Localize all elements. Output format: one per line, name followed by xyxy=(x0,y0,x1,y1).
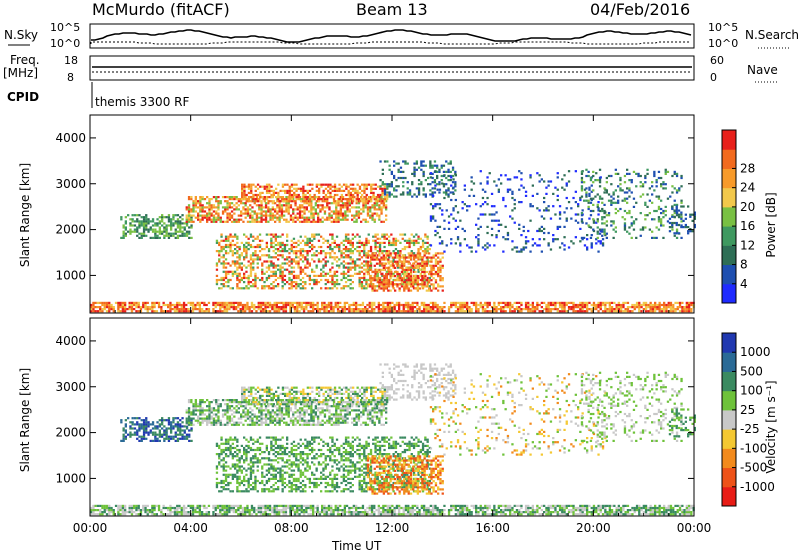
freq-tick-bottom: 8 xyxy=(67,71,74,84)
velocity-colorbar-label-6: -500 xyxy=(740,461,767,475)
velocity-colorbar-segment xyxy=(722,486,736,507)
nsearch-tick-top: 10^5 xyxy=(708,21,739,34)
power-colorbar-label-2: 12 xyxy=(740,238,755,252)
power-colorbar-segment xyxy=(722,226,736,246)
nsky-label: N.Sky xyxy=(4,28,39,42)
cpid-label: CPID xyxy=(7,90,40,104)
velocity-colorbar-label-3: 25 xyxy=(740,403,755,417)
power-ylabel: Slant Range [km] xyxy=(18,162,32,268)
velocity-colorbar-label-4: -25 xyxy=(740,422,760,436)
velocity-ytick-label-0: 1000 xyxy=(55,471,86,485)
freq-unit-label: [MHz] xyxy=(3,66,39,80)
power-heatmap-cells xyxy=(90,160,696,313)
velocity-colorbar-segment xyxy=(722,352,736,372)
velocity-colorbar-label-1: 500 xyxy=(740,364,763,378)
xtick-label-1: 04:00 xyxy=(173,521,208,535)
velocity-ytick-label-1: 2000 xyxy=(55,426,86,440)
power-colorbar-segment xyxy=(722,264,736,285)
xtick-label-6: 00:00 xyxy=(677,521,712,535)
cpid-value: themis 3300 RF xyxy=(95,95,190,109)
velocity-colorbar-segment xyxy=(722,371,736,392)
power-colorbar-label-4: 20 xyxy=(740,200,755,214)
velocity-colorbar-frame xyxy=(721,332,737,507)
nsearch-label: N.Search xyxy=(745,28,800,42)
power-colorbar-segment xyxy=(722,187,736,208)
nave-label: Nave xyxy=(747,63,778,77)
xtick-label-0: 00:00 xyxy=(73,521,108,535)
xtick-label-2: 08:00 xyxy=(274,521,309,535)
velocity-colorbar-label: Velocity [m s⁻¹] xyxy=(764,380,778,474)
power-colorbar-label-3: 16 xyxy=(740,219,755,233)
power-colorbar-segment xyxy=(722,206,736,227)
freq-label: Freq. xyxy=(10,53,40,67)
nsearch-tick-bottom: 10^0 xyxy=(708,37,739,50)
velocity-colorbar-segment xyxy=(722,429,736,449)
power-colorbar-segment xyxy=(722,130,736,150)
nsearch-trace xyxy=(90,41,691,45)
velocity-colorbar-segment xyxy=(722,448,736,469)
xtick-label-4: 16:00 xyxy=(475,521,510,535)
velocity-ytick-label-3: 4000 xyxy=(55,334,86,348)
power-colorbar-segment xyxy=(722,168,736,189)
freq-tick-top: 18 xyxy=(64,54,78,67)
velocity-colorbar-segment xyxy=(722,467,736,488)
nsky-trace xyxy=(91,29,692,43)
xlabel: Time UT xyxy=(332,539,382,553)
power-colorbar-segment xyxy=(722,283,736,304)
date-title: 04/Feb/2016 xyxy=(590,0,691,19)
velocity-colorbar-segment xyxy=(722,333,736,353)
power-ytick-label-2: 3000 xyxy=(55,177,86,191)
power-colorbar-label: Power [dB] xyxy=(764,192,778,258)
power-colorbar-segment xyxy=(722,245,736,266)
velocity-colorbar-segment xyxy=(722,409,736,430)
nsky-tick-bottom: 10^0 xyxy=(50,37,81,50)
freq-panel xyxy=(89,55,695,81)
power-plot-bg xyxy=(90,115,694,313)
power-colorbar-frame xyxy=(721,129,737,304)
nsky-tick-top: 10^5 xyxy=(50,21,81,34)
power-colorbar-segment xyxy=(722,149,736,169)
nave-tick-bottom: 0 xyxy=(710,71,717,84)
velocity-colorbar-label-2: 100 xyxy=(740,384,763,398)
station-title: McMurdo (fitACF) xyxy=(92,0,230,19)
power-ytick-label-1: 2000 xyxy=(55,223,86,237)
velocity-ylabel: Slant Range [km] xyxy=(18,367,32,473)
nave-tick-top: 60 xyxy=(710,54,724,67)
beam-title: Beam 13 xyxy=(356,0,428,19)
velocity-colorbar-label-7: -1000 xyxy=(740,480,775,494)
xtick-label-3: 12:00 xyxy=(375,521,410,535)
power-ytick-label-0: 1000 xyxy=(55,268,86,282)
velocity-plot-bg xyxy=(90,318,694,516)
power-colorbar-label-0: 4 xyxy=(740,277,748,291)
power-ytick-label-3: 4000 xyxy=(55,131,86,145)
power-colorbar-label-6: 28 xyxy=(740,161,755,175)
xtick-label-5: 20:00 xyxy=(576,521,611,535)
velocity-ytick-label-2: 3000 xyxy=(55,380,86,394)
velocity-colorbar-label-0: 1000 xyxy=(740,345,771,359)
power-colorbar-label-5: 24 xyxy=(740,181,755,195)
power-colorbar-label-1: 8 xyxy=(740,258,748,272)
velocity-heatmap-cells xyxy=(90,363,696,516)
velocity-colorbar-label-5: -100 xyxy=(740,441,767,455)
nsky-panel xyxy=(89,23,695,49)
velocity-colorbar-segment xyxy=(722,390,736,411)
